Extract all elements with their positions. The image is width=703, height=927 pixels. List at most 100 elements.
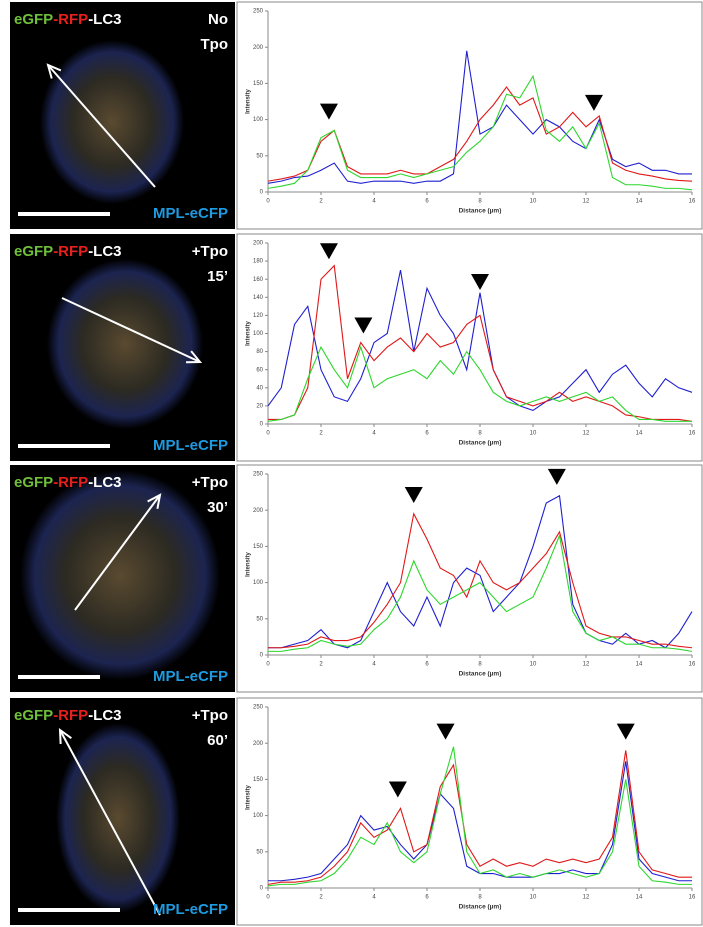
profile-arrow [74,494,161,611]
x-tick-label: 12 [583,662,590,668]
y-tick-label: 100 [253,580,264,586]
x-tick-label: 6 [425,431,429,437]
y-tick-label: 200 [253,241,264,247]
y-tick-label: 50 [256,616,263,622]
y-tick-label: 140 [253,295,264,301]
x-tick-label: 4 [372,199,376,205]
peak-arrowhead [471,274,489,291]
stain-part: -LC3 [88,243,121,260]
x-tick-label: 16 [689,895,696,901]
stain-part: -RFP [53,707,88,724]
condition-label: +Tpo [192,243,228,260]
y-axis-title: Intensity [246,321,252,346]
stain-part: -LC3 [88,707,121,724]
cell [20,470,220,680]
x-axis-title: Distance (µm) [459,671,502,678]
x-tick-label: 2 [319,199,323,205]
peak-arrowhead [584,94,603,111]
condition-label: 60’ [207,732,228,749]
stain-label: eGFP-RFP-LC3 [14,707,122,724]
y-tick-label: 150 [253,777,264,783]
x-tick-label: 14 [636,199,643,205]
profile-arrow [61,297,201,363]
peak-arrowhead [319,103,338,120]
x-tick-label: 16 [689,662,696,668]
y-tick-label: 50 [256,849,263,855]
stain-part: -RFP [53,474,88,491]
profile-arrowhead [58,727,72,745]
x-tick-label: 10 [530,895,537,901]
intensity-line [267,750,692,885]
stain-label: eGFP-RFP-LC3 [14,11,122,28]
y-axis-title: Intensity [246,89,252,114]
y-tick-label: 250 [253,9,264,15]
profile-arrowhead [185,350,203,364]
scale-bar [18,908,120,912]
y-tick-label: 200 [253,45,264,51]
x-tick-label: 0 [266,895,270,901]
x-tick-label: 0 [266,662,270,668]
cell [56,723,180,913]
stain-part: eGFP [14,474,53,491]
profile-arrowhead [147,493,162,509]
y-tick-label: 120 [253,313,264,319]
x-tick-label: 10 [530,431,537,437]
x-tick-label: 12 [583,199,590,205]
x-tick-label: 6 [425,199,429,205]
stain-part: eGFP [14,243,53,260]
x-tick-label: 14 [636,895,643,901]
cell [47,259,203,429]
y-tick-label: 0 [260,422,264,428]
stain-part: -LC3 [88,11,121,28]
x-tick-label: 14 [636,662,643,668]
y-axis-title: Intensity [246,552,252,577]
x-tick-label: 0 [266,431,270,437]
y-tick-label: 150 [253,81,264,87]
intensity-line [267,50,692,184]
peak-arrowhead [404,486,423,503]
chart-frame [236,1,703,230]
y-tick-label: 50 [256,153,263,159]
x-tick-label: 8 [478,662,482,668]
peak-arrowhead [354,317,373,334]
y-tick-label: 0 [260,653,264,659]
y-tick-label: 100 [253,331,264,337]
x-tick-label: 8 [478,199,482,205]
scale-bar [18,212,110,216]
x-tick-label: 16 [689,199,696,205]
y-tick-label: 20 [256,403,263,409]
y-tick-label: 180 [253,259,264,265]
y-tick-label: 150 [253,544,264,550]
scale-bar [18,444,110,448]
channel-label: MPL-eCFP [153,437,228,454]
scale-bar [18,675,100,679]
intensity-line [267,270,693,412]
peak-arrowhead [388,781,407,798]
x-tick-label: 4 [372,431,376,437]
peak-arrowhead [436,723,455,740]
x-tick-label: 10 [530,199,537,205]
x-tick-label: 12 [583,431,590,437]
condition-label: 15’ [207,268,228,285]
profile-arrow [59,729,161,916]
profile-arrowhead [46,63,62,79]
condition-label: No [208,11,228,28]
x-tick-label: 12 [583,895,590,901]
y-tick-label: 250 [253,472,264,478]
chart-frame [236,464,703,693]
x-tick-label: 6 [425,895,429,901]
condition-label: +Tpo [192,707,228,724]
x-tick-label: 8 [478,431,482,437]
y-tick-label: 200 [253,508,264,514]
x-tick-label: 14 [636,431,643,437]
condition-label: 30’ [207,499,228,516]
x-tick-label: 16 [689,431,696,437]
cell [40,40,184,204]
y-tick-label: 160 [253,277,264,283]
y-tick-label: 200 [253,741,264,747]
x-tick-label: 10 [530,662,537,668]
y-tick-label: 100 [253,117,264,123]
intensity-line [267,74,693,191]
y-tick-label: 0 [260,190,264,196]
